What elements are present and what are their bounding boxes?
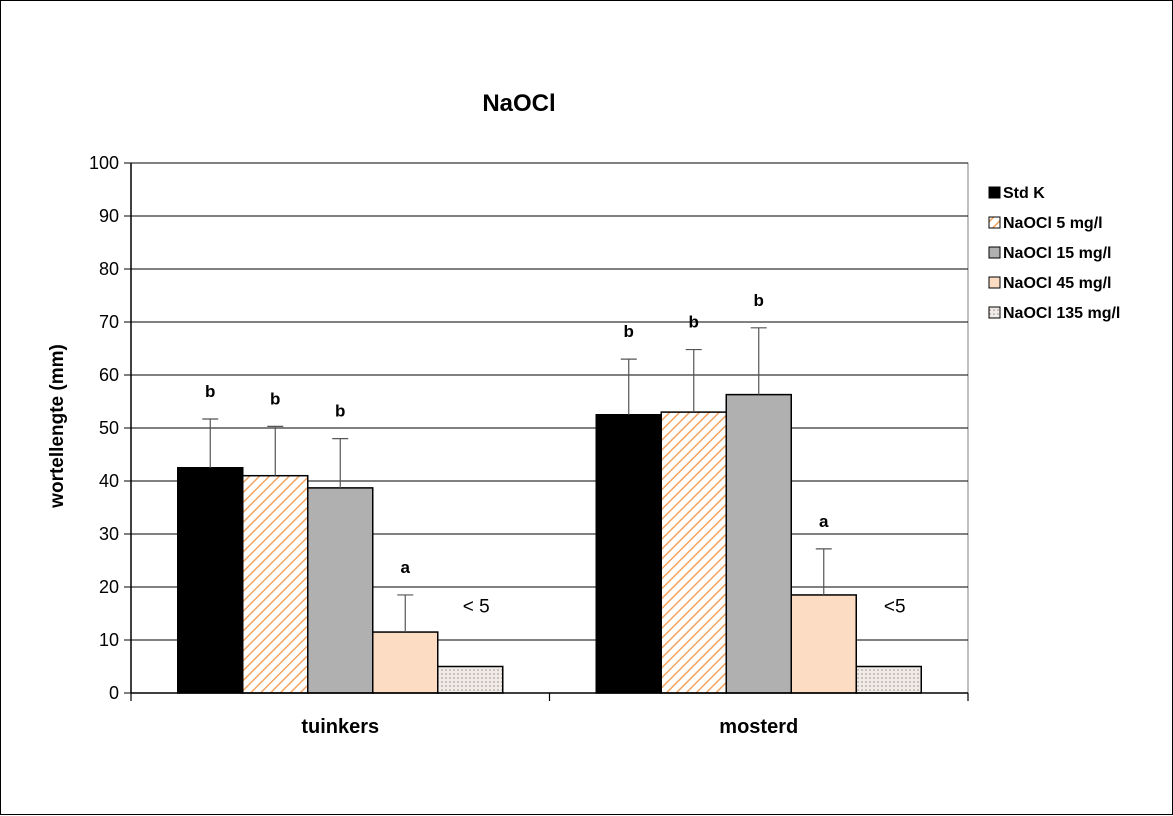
y-axis-ticks: 0 10 20 30 40 50 60 70 80 90 100 xyxy=(89,153,131,703)
significance-letter: b xyxy=(335,402,345,421)
significance-letter: b xyxy=(624,322,634,341)
legend-entry: NaOCl 15 mg/l xyxy=(1003,245,1111,262)
y-tick-label: 0 xyxy=(109,683,119,703)
y-tick-label: 100 xyxy=(89,153,119,173)
y-tick-label: 40 xyxy=(99,471,119,491)
y-tick-label: 70 xyxy=(99,312,119,332)
legend-swatch xyxy=(988,216,1001,229)
y-tick-label: 90 xyxy=(99,206,119,226)
bar-1-2 xyxy=(725,393,792,694)
significance-letter: <5 xyxy=(884,596,906,617)
bar-1-3 xyxy=(790,594,857,694)
axes xyxy=(130,163,969,701)
y-tick-label: 50 xyxy=(99,418,119,438)
legend-swatch xyxy=(988,186,1001,199)
bar-0-3 xyxy=(372,631,439,694)
legend-swatch xyxy=(988,306,1001,319)
error-bars xyxy=(202,327,832,633)
y-axis-label: wortellengte (mm) xyxy=(47,344,68,509)
y-tick-label: 20 xyxy=(99,577,119,597)
legend-entry: NaOCl 5 mg/l xyxy=(1003,215,1103,232)
significance-letter: a xyxy=(401,558,411,577)
x-category-label: tuinkers xyxy=(301,716,379,738)
bar-0-0 xyxy=(177,467,244,694)
bar-0-2 xyxy=(307,487,374,694)
legend: Std K NaOCl 5 mg/l NaOCl 15 mg/l NaOCl 45 m… xyxy=(988,185,1120,322)
legend-entry: NaOCl 135 mg/l xyxy=(1003,305,1120,322)
x-axis-categories: tuinkers mosterd xyxy=(301,716,798,738)
legend-entry: NaOCl 45 mg/l xyxy=(1003,275,1111,292)
bar-1-4 xyxy=(855,665,922,694)
legend-swatch xyxy=(988,276,1001,289)
legend-swatch xyxy=(988,246,1001,259)
significance-letter: b xyxy=(754,291,764,310)
y-tick-label: 60 xyxy=(99,365,119,385)
legend-entry: Std K xyxy=(1003,185,1045,202)
significance-letter: < 5 xyxy=(463,596,490,617)
bars xyxy=(177,393,922,694)
y-tick-label: 30 xyxy=(99,524,119,544)
significance-letters: b b b b b b a a < 5 <5 xyxy=(205,291,906,618)
significance-letter: b xyxy=(689,313,699,332)
significance-letter: b xyxy=(270,389,280,408)
x-category-label: mosterd xyxy=(719,716,798,738)
significance-letter: b xyxy=(205,382,215,401)
bar-0-1 xyxy=(242,474,309,694)
bar-1-1 xyxy=(660,411,727,694)
y-tick-label: 10 xyxy=(99,630,119,650)
bar-0-4 xyxy=(437,665,504,694)
y-tick-label: 80 xyxy=(99,259,119,279)
significance-letter: a xyxy=(819,512,829,531)
chart-title: NaOCl xyxy=(482,90,555,117)
bar-1-0 xyxy=(595,414,662,694)
